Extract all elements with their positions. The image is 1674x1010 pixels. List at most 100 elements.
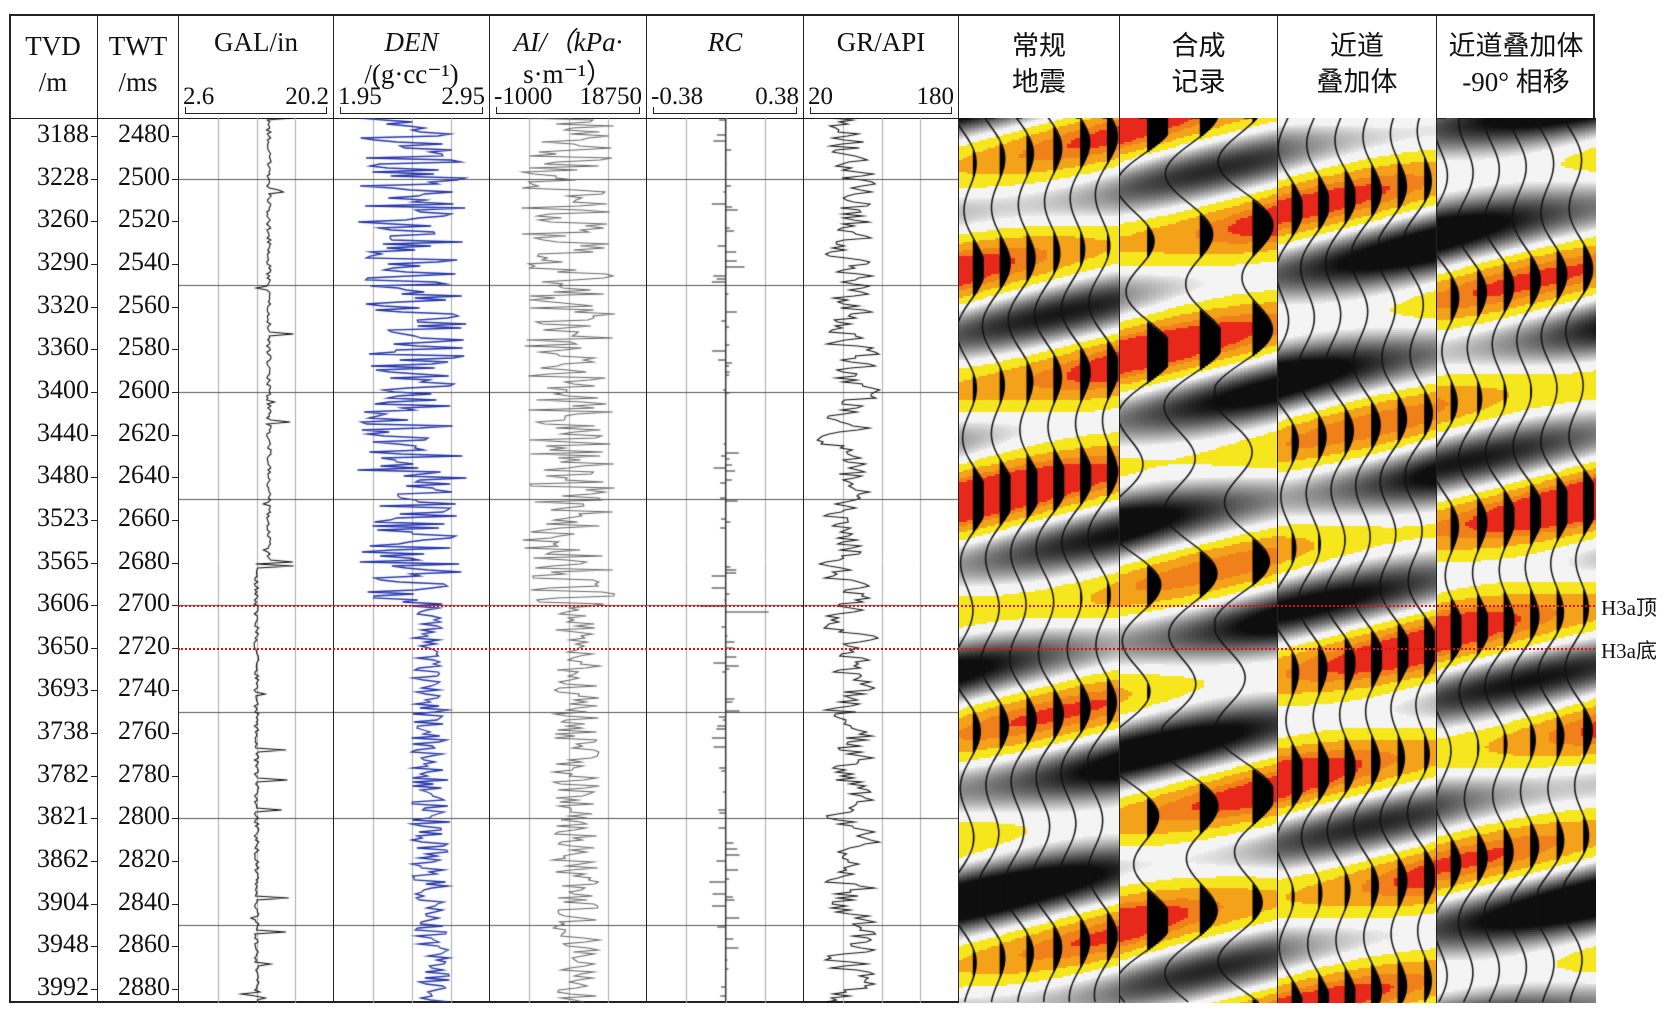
scale-range: 20 180: [808, 84, 954, 110]
tvd-tick-label: 3320: [37, 289, 89, 319]
column-title-line: 近道叠加体: [1448, 31, 1584, 61]
column-seis: 常规 地震: [958, 14, 1120, 1003]
column-title: 近道 叠加体: [1278, 28, 1436, 100]
twt-tick-label: 2680: [118, 545, 170, 575]
twt-tick-label: 2860: [118, 929, 170, 959]
twt-tick-label: 2740: [118, 673, 170, 703]
horizon-line: [178, 605, 1595, 608]
tick-mark: [91, 989, 97, 990]
scale-range: 1.95 2.95: [338, 84, 485, 110]
tick-mark: [172, 477, 178, 479]
column-title-line: RC: [707, 27, 743, 57]
column-header-rc: RC -0.38 0.38: [647, 14, 803, 119]
column-title-line: GAL/in: [214, 27, 298, 57]
tick-mark: [91, 136, 97, 137]
column-rc: RC -0.38 0.38: [646, 14, 804, 1003]
column-title-line: TWT: [108, 31, 168, 61]
column-den: DEN/(g·cc⁻¹) 1.95 2.95: [333, 14, 490, 1003]
scale-min: -1000: [494, 83, 553, 110]
tvd-tick-label: 3738: [37, 716, 89, 746]
tick-mark: [172, 690, 178, 692]
scale-max: 18750: [579, 83, 643, 110]
column-twt: TWT/ms 2480 2500 2520 2540 2560 2580 2600 2620 26…: [97, 14, 178, 1003]
column-title-line: 记录: [1171, 67, 1226, 97]
twt-tick-label: 2720: [118, 630, 170, 660]
tick-mark: [91, 818, 97, 820]
tvd-tick-label: 3904: [37, 886, 89, 916]
column-tvd: TVD/m 3188 3228 3260 3290 3320 3360 3400 3440 348…: [9, 14, 97, 1003]
tvd-tick-label: 3821: [37, 801, 89, 831]
twt-tick-label: 2560: [118, 289, 170, 319]
tvd-tick-label: 3440: [37, 417, 89, 447]
scale-bracket: [340, 107, 483, 114]
tick-mark: [172, 605, 178, 607]
column-title: 合成 记录: [1120, 28, 1277, 100]
tick-mark: [172, 903, 178, 905]
tick-mark: [91, 221, 97, 223]
tick-mark: [172, 349, 178, 351]
twt-tick-label: 2540: [118, 246, 170, 276]
tvd-tick-label: 3228: [37, 161, 89, 191]
twt-tick-label: 2800: [118, 801, 170, 831]
twt-tick-label: 2840: [118, 886, 170, 916]
column-title: DEN/(g·cc⁻¹): [334, 26, 489, 90]
tick-mark: [172, 391, 178, 393]
tick-mark: [91, 861, 97, 863]
seis-seismic-panel: [959, 118, 1120, 1003]
tick-mark: [172, 178, 178, 180]
tick-mark: [91, 477, 97, 479]
tick-mark: [91, 562, 97, 564]
tvd-tick-label: 3360: [37, 332, 89, 362]
twt-tick-label: 2700: [118, 588, 170, 618]
tick-mark: [172, 818, 178, 820]
scale-range: -0.38 0.38: [651, 84, 799, 110]
column-title: TWT/ms: [98, 28, 178, 100]
tvd-tick-label: 3565: [37, 545, 89, 575]
column-title: AI/（kPa· s·m⁻¹）: [490, 26, 646, 90]
twt-tick-label: 2880: [118, 972, 170, 1001]
twt-tick-label: 2500: [118, 161, 170, 191]
column-title-line: s·m⁻¹）: [523, 59, 613, 89]
tvd-tick-label: 3862: [37, 844, 89, 874]
scale-bracket: [185, 107, 327, 114]
gr-log-curve: [804, 118, 959, 1003]
twt-tick-label: 2760: [118, 716, 170, 746]
horizon-label: H3a底: [1601, 638, 1657, 663]
column-header-gal: GAL/in 2.6 20.2: [179, 14, 333, 119]
twt-tick-label: 2660: [118, 502, 170, 532]
tick-mark: [172, 861, 178, 863]
twt-tick-label: 2600: [118, 374, 170, 404]
tvd-tick-label: 3523: [37, 502, 89, 532]
column-near: 近道 叠加体: [1277, 14, 1437, 1003]
tick-mark: [172, 519, 178, 521]
column-synth: 合成 记录: [1119, 14, 1278, 1003]
twt-tick-label: 2640: [118, 460, 170, 490]
scale-min: 2.6: [183, 83, 215, 110]
scale-bracket: [810, 107, 952, 114]
column-ai: AI/（kPa· s·m⁻¹） -1000 18750: [489, 14, 647, 1003]
column-title-line: /m: [38, 67, 68, 97]
tvd-tick-label: 3400: [37, 374, 89, 404]
twt-tick-label: 2520: [118, 204, 170, 234]
twt-tick-label: 2480: [118, 119, 170, 148]
tvd-tick-label: 3992: [37, 972, 89, 1001]
den-log-curve: [334, 118, 490, 1003]
tick-mark: [172, 306, 178, 308]
tvd-tick-label: 3782: [37, 758, 89, 788]
column-title-line: 叠加体: [1316, 67, 1398, 97]
column-header-synth: 合成 记录: [1120, 14, 1277, 119]
tvd-tick-label: 3290: [37, 246, 89, 276]
column-title: RC: [647, 26, 803, 58]
column-near90: 近道叠加体 -90° 相移: [1436, 14, 1596, 1003]
column-title-line: /(g·cc⁻¹): [364, 59, 459, 89]
twt-tick-label: 2820: [118, 844, 170, 874]
column-title: TVD/m: [9, 28, 97, 100]
tick-mark: [172, 434, 178, 436]
tick-mark: [91, 733, 97, 735]
scale-bracket: [496, 107, 640, 114]
twt-tick-label: 2780: [118, 758, 170, 788]
column-title: 常规 地震: [959, 28, 1119, 100]
tick-mark: [172, 562, 178, 564]
gal-log-curve: [179, 118, 334, 1003]
tvd-tick-label: 3948: [37, 929, 89, 959]
